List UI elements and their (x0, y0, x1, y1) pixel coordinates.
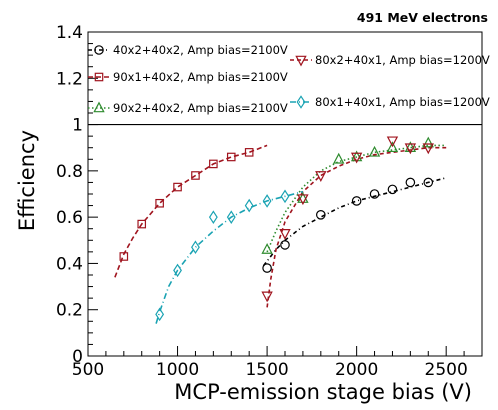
data-point-s4-8 (422, 143, 434, 155)
data-point-s5-5 (226, 210, 236, 224)
legend-marker-5 (296, 95, 306, 109)
data-point-s2-7 (226, 152, 236, 162)
data-point-s2-8 (244, 148, 254, 157)
data-point-s3-6 (386, 141, 399, 153)
data-markers (119, 136, 434, 322)
data-point-s1-1 (262, 263, 272, 273)
y-tick-label: 1.2 (56, 69, 83, 89)
data-point-s4-5 (350, 152, 363, 164)
data-point-s5-6 (244, 198, 254, 213)
data-point-s3-8 (422, 136, 434, 148)
x-tick-label: 500 (72, 360, 104, 380)
data-point-s4-7 (404, 143, 417, 155)
data-point-s3-7 (404, 141, 417, 153)
data-point-s4-2 (279, 229, 291, 240)
data-point-s1-5 (369, 189, 380, 199)
legend-label-1: 40x2+40x2, Amp bias=2100V (113, 43, 288, 57)
legend-label-2: 90x1+40x2, Amp bias=2100V (113, 70, 288, 84)
data-point-s5-1 (155, 307, 165, 322)
data-point-s3-1 (261, 243, 273, 254)
data-point-s5-4 (208, 210, 218, 224)
legend-marker-1 (94, 45, 104, 55)
x-tick-label: 1500 (245, 360, 288, 380)
legend-label-3: 90x2+40x2, Amp bias=2100V (113, 101, 288, 115)
data-point-s4-3 (297, 194, 309, 206)
data-point-s3-2 (297, 192, 309, 203)
data-point-s5-2 (173, 263, 182, 278)
data-point-s2-2 (137, 219, 147, 229)
data-point-s4-1 (261, 291, 273, 303)
data-point-s2-1 (119, 252, 129, 261)
data-point-s1-4 (351, 196, 362, 206)
data-point-s4-6 (386, 136, 399, 148)
fit-curve-4 (266, 146, 447, 308)
plot-axes: 500 1000 1500 2000 2500 0 0.2 0.4 0.6 0.8 1 1.2 1.4 (56, 23, 483, 380)
data-point-s3-4 (350, 150, 363, 162)
x-axis-title: MCP-emission stage bias (V) (174, 380, 472, 404)
y-tick-label: 0 (72, 347, 83, 367)
data-point-s1-7 (405, 177, 416, 188)
y-tick-label: 0.2 (56, 301, 83, 321)
legend: 40x2+40x2, Amp bias=2100V 90x1+40x2, Amp … (88, 43, 490, 115)
data-point-s5-8 (280, 189, 290, 204)
x-tick-label: 2000 (335, 360, 378, 380)
data-point-s2-5 (191, 171, 200, 180)
fit-curve-5 (155, 190, 304, 324)
data-point-s3-5 (368, 145, 381, 157)
legend-marker-3 (93, 101, 105, 113)
fit-curves (114, 144, 447, 324)
data-point-s2-6 (209, 159, 218, 169)
legend-label-5: 80x1+40x1, Amp bias=1200V (315, 95, 490, 109)
y-axis-title: Efficiency (15, 130, 39, 231)
x-tick-label: 1000 (156, 360, 199, 380)
data-point-s1-3 (316, 210, 326, 220)
data-point-s1-2 (280, 240, 290, 250)
x-tick-label: 2500 (425, 360, 468, 380)
data-point-s3-3 (333, 152, 345, 164)
legend-label-4: 80x2+40x1, Amp bias=1200V (315, 53, 490, 67)
legend-marker-4 (295, 55, 307, 67)
y-tick-label: 1 (72, 116, 83, 136)
y-tick-label: 0.4 (56, 254, 83, 274)
data-point-s1-6 (387, 184, 398, 195)
data-point-s1-8 (423, 177, 434, 188)
data-point-s2-3 (155, 198, 164, 208)
y-tick-label: 1.4 (56, 23, 83, 43)
data-point-s5-7 (262, 194, 272, 208)
fit-curve-2 (114, 144, 268, 278)
y-tick-label: 0.6 (56, 208, 83, 228)
data-point-s2-4 (173, 182, 182, 192)
data-point-s5-3 (191, 240, 200, 255)
chart-title: 491 MeV electrons (357, 10, 488, 25)
data-point-s4-4 (315, 171, 327, 182)
y-tick-label: 0.8 (56, 162, 83, 182)
legend-marker-2 (94, 72, 104, 82)
